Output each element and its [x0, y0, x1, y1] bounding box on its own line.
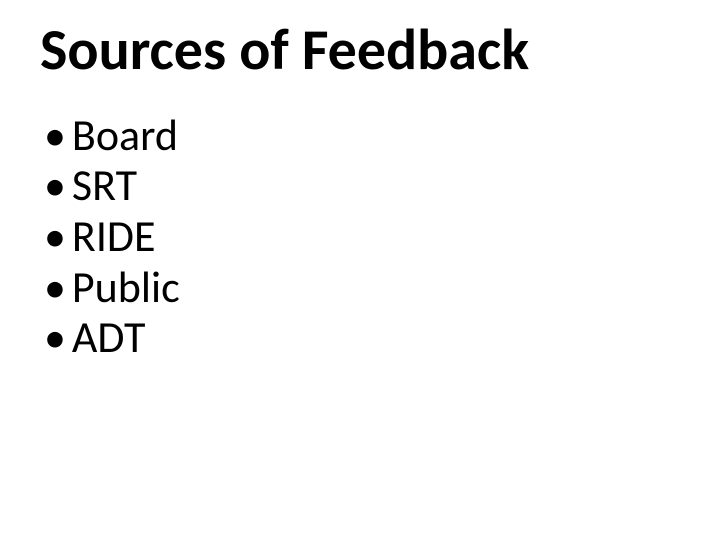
list-item: SRT [44, 160, 680, 211]
list-item: ADT [44, 312, 680, 363]
list-item: Board [44, 110, 680, 161]
list-item: Public [44, 262, 680, 313]
slide-title: Sources of Feedback [40, 18, 680, 82]
list-item: RIDE [44, 211, 680, 262]
bullet-list: Board SRT RIDE Public ADT [44, 110, 680, 363]
slide: Sources of Feedback Board SRT RIDE Publi… [0, 0, 720, 540]
